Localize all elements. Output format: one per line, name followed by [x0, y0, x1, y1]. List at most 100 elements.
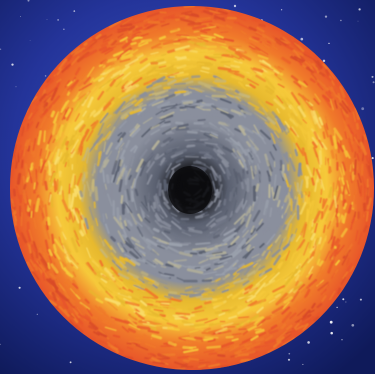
yarn-strand — [217, 149, 224, 155]
star — [233, 4, 237, 8]
yarn-strand — [290, 330, 304, 340]
yarn-strand — [36, 167, 39, 182]
yarn-strand — [235, 96, 241, 102]
star — [15, 86, 17, 88]
yarn-strand — [256, 306, 264, 314]
yarn-strand — [237, 50, 248, 54]
star — [280, 9, 283, 11]
yarn-strand — [273, 174, 277, 188]
yarn-strand — [231, 152, 238, 159]
yarn-strand — [124, 289, 132, 294]
yarn-strand — [135, 242, 145, 250]
yarn-strand — [108, 20, 122, 29]
yarn-strand — [50, 263, 59, 274]
yarn-strand — [178, 251, 193, 257]
yarn-strand — [135, 344, 149, 351]
yarn-strand — [152, 260, 159, 265]
yarn-strand — [287, 37, 295, 45]
yarn-strand — [23, 114, 29, 122]
yarn-strand — [321, 121, 328, 129]
yarn-strand — [210, 86, 226, 93]
yarn-strand — [348, 151, 355, 165]
yarn-strand — [248, 41, 260, 49]
yarn-strand — [19, 149, 24, 160]
yarn-strand — [177, 37, 192, 41]
yarn-strand — [22, 189, 28, 204]
yarn-strand — [78, 318, 84, 325]
yarn-strand — [28, 112, 33, 120]
yarn-strand — [343, 174, 349, 191]
yarn-strand — [317, 281, 329, 292]
yarn-strand — [298, 259, 306, 269]
yarn-strand — [139, 148, 148, 160]
yarn-strand — [209, 155, 215, 160]
yarn-strand — [252, 290, 265, 304]
yarn-strand — [100, 277, 108, 284]
yarn-strand — [289, 157, 296, 172]
yarn-strand — [43, 130, 46, 143]
yarn-strand — [295, 142, 304, 155]
yarn-strand — [234, 187, 238, 195]
yarn-strand — [311, 177, 315, 186]
yarn-strand — [125, 202, 133, 214]
yarn-strand — [214, 217, 227, 228]
yarn-strand — [316, 303, 323, 309]
yarn-strand — [223, 198, 227, 206]
yarn-strand — [259, 119, 268, 127]
star — [288, 352, 291, 355]
yarn-strand — [308, 273, 313, 280]
yarn-strand — [274, 131, 280, 139]
yarn-strand — [110, 236, 116, 242]
yarn-strand — [118, 176, 124, 193]
yarn-strand — [117, 27, 128, 31]
yarn-strand — [144, 195, 148, 207]
yarn-strand — [102, 34, 113, 41]
yarn-strand — [104, 183, 108, 190]
yarn-strand — [265, 89, 273, 95]
yarn-strand — [302, 317, 316, 326]
yarn-strand — [225, 120, 234, 129]
yarn-strand — [292, 49, 304, 57]
yarn-strand — [330, 238, 339, 250]
yarn-strand — [119, 36, 128, 42]
yarn-strand — [262, 230, 266, 237]
yarn-strand — [229, 187, 235, 202]
yarn-strand — [195, 242, 211, 246]
yarn-strand — [277, 75, 284, 81]
yarn-strand — [122, 355, 134, 360]
yarn-strand — [77, 162, 85, 174]
yarn-strand — [151, 140, 160, 151]
yarn-strand — [201, 156, 212, 159]
star — [0, 343, 1, 346]
yarn-strand — [211, 94, 228, 98]
yarn-strand — [300, 221, 308, 236]
yarn-strand — [298, 163, 303, 176]
yarn-strand — [111, 259, 123, 271]
yarn-strand — [244, 284, 254, 291]
yarn-strand — [101, 184, 107, 196]
yarn-strand — [322, 224, 327, 234]
star — [307, 341, 310, 344]
yarn-strand — [196, 16, 211, 21]
yarn-strand — [205, 144, 214, 149]
yarn-strand — [254, 47, 261, 52]
yarn-strand — [290, 34, 299, 42]
yarn-strand — [270, 130, 283, 142]
yarn-strand — [221, 288, 229, 293]
yarn-strand — [229, 211, 234, 218]
yarn-strand — [54, 69, 60, 75]
yarn-strand — [108, 39, 114, 45]
yarn-strand — [221, 322, 234, 327]
yarn-strand — [193, 227, 203, 231]
yarn-strand — [347, 137, 354, 153]
yarn-strand — [92, 74, 104, 83]
yarn-strand — [176, 72, 189, 77]
star — [0, 48, 2, 51]
yarn-strand — [325, 91, 333, 100]
yarn-strand — [136, 226, 144, 238]
yarn-strand — [164, 272, 175, 277]
yarn-strand — [312, 110, 319, 123]
yarn-strand — [273, 185, 279, 200]
yarn-strand — [164, 68, 174, 72]
